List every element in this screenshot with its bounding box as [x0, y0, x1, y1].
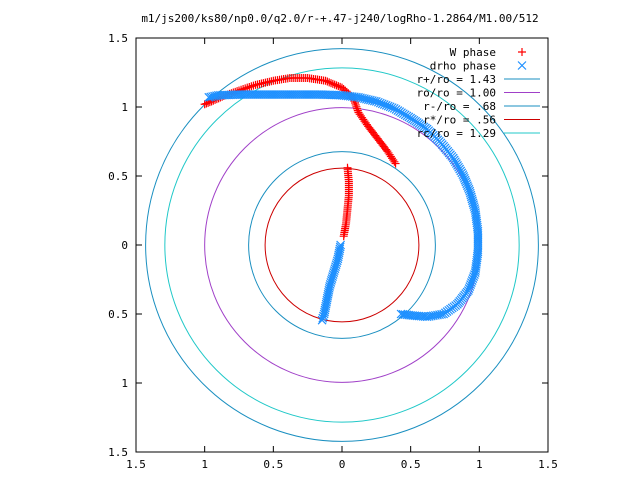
data-point — [351, 100, 360, 109]
data-point — [327, 79, 336, 88]
data-point — [396, 309, 406, 319]
data-point — [247, 82, 256, 91]
circle-r-1.29 — [164, 67, 520, 423]
data-point — [325, 78, 334, 87]
data-point — [200, 100, 209, 109]
data-point — [473, 241, 483, 251]
legend-label: drho phase — [430, 60, 496, 73]
data-point — [323, 77, 332, 86]
y-tick-label: 0.5 — [108, 308, 128, 321]
x-tick-label: 0 — [339, 458, 346, 471]
data-point — [473, 239, 483, 249]
data-point — [330, 80, 339, 89]
legend-marker — [517, 61, 527, 70]
data-point — [249, 81, 258, 90]
data-point — [336, 82, 345, 91]
data-point — [473, 232, 483, 242]
data-point — [473, 230, 483, 240]
data-points — [200, 74, 483, 325]
series-0 — [200, 74, 400, 241]
data-point — [398, 309, 408, 319]
data-point — [473, 226, 483, 236]
data-point — [334, 82, 343, 91]
legend-label: ro/ro = 1.00 — [417, 87, 496, 100]
legend-label: W phase — [450, 46, 496, 59]
data-point — [473, 237, 483, 246]
y-tick-label: 0.5 — [108, 170, 128, 183]
legend-label: rc/ro = 1.29 — [417, 127, 496, 140]
axis-ticks: 1.5 1 0.5 0 0.5 1 1.51.510.500.511.5 — [108, 32, 558, 471]
y-tick-label: 1 — [121, 101, 128, 114]
data-point — [318, 313, 328, 323]
y-tick-label: 1 — [121, 377, 128, 390]
series-1 — [204, 90, 483, 325]
reference-circles — [145, 48, 539, 442]
data-point — [251, 80, 260, 89]
legend-label: r+/ro = 1.43 — [417, 73, 496, 86]
legend-marker — [518, 48, 526, 56]
data-point — [354, 108, 363, 117]
data-point — [473, 228, 483, 238]
y-tick-label: 1.5 — [108, 32, 128, 45]
data-point — [328, 79, 337, 88]
data-point — [473, 235, 483, 244]
chart-title: m1/js200/ks80/np0.0/q2.0/r-+.47-j240/log… — [141, 12, 538, 25]
y-tick-label: 0 — [121, 239, 128, 252]
data-point — [352, 102, 361, 111]
circle-r-0.56 — [264, 167, 420, 323]
x-tick-label: 1.5 — [538, 458, 558, 471]
data-point — [202, 99, 211, 108]
data-point — [332, 81, 341, 90]
data-point — [353, 104, 362, 113]
data-point — [245, 82, 254, 91]
data-point — [339, 232, 348, 241]
legend-label: r*/ro = .56 — [423, 114, 496, 127]
data-point — [353, 106, 362, 115]
circle-r-1.43 — [145, 48, 539, 442]
x-tick-label: 0.5 — [263, 458, 283, 471]
circle-r-0.68 — [248, 151, 436, 339]
x-tick-label: 1 — [476, 458, 483, 471]
x-tick-label: 1 — [201, 458, 208, 471]
data-point — [243, 83, 252, 92]
x-tick-label: 1.5 — [126, 458, 146, 471]
x-tick-label: 0.5 — [401, 458, 421, 471]
data-point — [338, 83, 346, 92]
data-point — [317, 315, 327, 325]
y-tick-label: 1.5 — [108, 446, 128, 459]
data-point — [400, 310, 410, 319]
legend-label: r-/ro = .68 — [423, 100, 496, 113]
data-point — [355, 110, 364, 119]
